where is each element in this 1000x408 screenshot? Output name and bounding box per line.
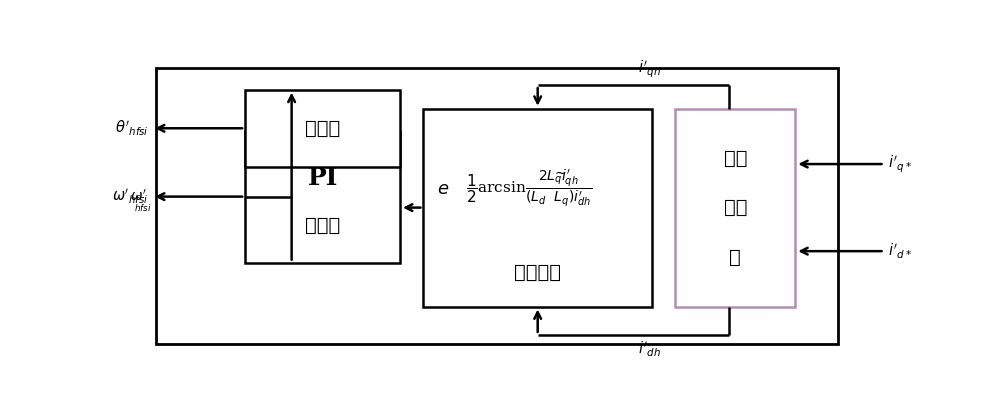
Bar [245,90,400,167]
Text: $\omega'$: $\omega'$ [130,189,147,204]
Text: 积分器: 积分器 [305,119,340,138]
Text: $\sim$: $\sim$ [552,164,566,179]
Text: 计算模块: 计算模块 [514,264,561,282]
Text: $\dfrac{2L_q i^{\prime}_{qh}}{(L_d\ \ L_q)i^{\prime}_{dh}}$: $\dfrac{2L_q i^{\prime}_{qh}}{(L_d\ \ L_… [525,168,593,209]
Text: $i'_{q*}$: $i'_{q*}$ [888,153,912,175]
Text: $\theta'_{hfsi}$: $\theta'_{hfsi}$ [115,119,148,138]
Bar [675,109,795,306]
Bar [245,131,400,263]
Bar [156,68,838,344]
Text: $\omega'_{hfsi}$: $\omega'_{hfsi}$ [112,187,148,206]
Text: $\dfrac{1}{2}$arcsin: $\dfrac{1}{2}$arcsin [466,173,527,205]
Text: $e$: $e$ [437,180,450,198]
Text: 滤波: 滤波 [724,198,747,217]
Text: $i'_{dh}$: $i'_{dh}$ [638,339,660,359]
Text: $_{hfsi}$: $_{hfsi}$ [134,200,152,213]
Text: 带通: 带通 [724,149,747,168]
Text: 器: 器 [729,248,741,266]
Text: $i'_{d*}$: $i'_{d*}$ [888,242,912,261]
Bar [423,109,652,306]
Text: PI: PI [307,166,338,190]
Text: $i'_{qh}$: $i'_{qh}$ [638,59,660,80]
Text: 调节器: 调节器 [305,216,340,235]
